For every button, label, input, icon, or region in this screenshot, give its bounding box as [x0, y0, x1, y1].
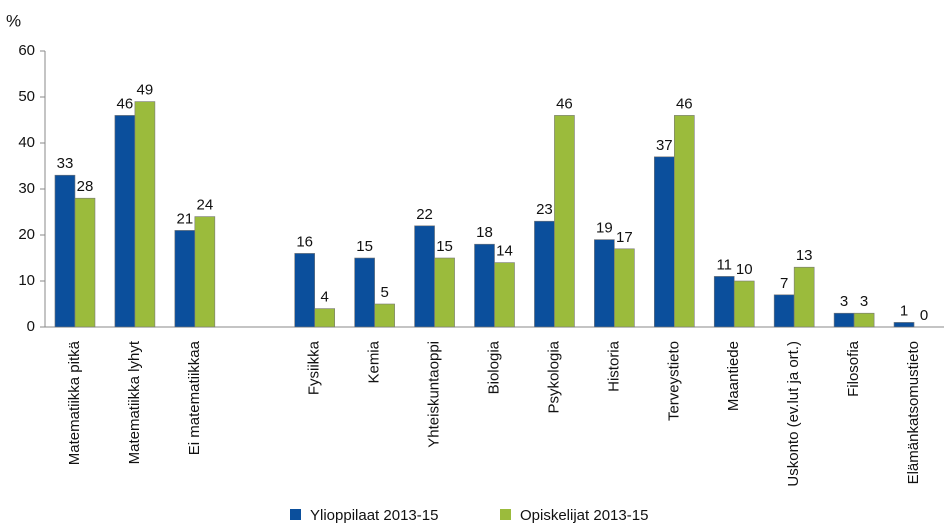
value-label: 17 — [616, 229, 633, 246]
x-tick-label: Fysiikka — [306, 340, 323, 395]
value-label: 5 — [380, 284, 388, 301]
value-label: 15 — [436, 238, 453, 255]
value-label: 7 — [780, 275, 788, 292]
value-label: 28 — [77, 178, 94, 195]
value-label: 14 — [496, 243, 513, 260]
value-label: 10 — [736, 261, 753, 278]
bar — [494, 262, 515, 328]
x-tick-label: Biologia — [485, 340, 502, 394]
legend-swatch — [500, 509, 511, 520]
bar — [74, 197, 96, 328]
x-tick-label: Uskonto (ev.lut ja ort.) — [785, 341, 802, 487]
x-tick-label: Kemia — [366, 340, 383, 383]
x-tick-label: Filosofia — [845, 340, 862, 397]
x-tick-label: Yhteiskuntaoppi — [426, 341, 443, 448]
y-tick-label: 20 — [18, 226, 35, 243]
value-label: 21 — [176, 210, 193, 227]
bar — [354, 257, 375, 328]
value-label: 23 — [536, 201, 553, 218]
value-label: 18 — [476, 224, 493, 241]
bar — [174, 230, 196, 328]
x-tick-label: Elämänkatsomustieto — [905, 341, 922, 484]
bar — [614, 248, 635, 328]
y-tick-label: 40 — [18, 134, 35, 151]
value-label: 33 — [57, 155, 74, 172]
x-tick-label: Terveystieto — [665, 341, 682, 421]
bar — [534, 220, 555, 328]
bar — [314, 308, 336, 328]
bar — [653, 156, 675, 328]
value-label: 49 — [137, 82, 154, 99]
value-label: 46 — [556, 95, 573, 112]
value-label: 37 — [656, 137, 673, 154]
bar — [733, 280, 755, 328]
value-label: 16 — [296, 233, 313, 250]
legend-label: Opiskelijat 2013-15 — [520, 507, 648, 524]
x-tick-label: Matematiikka pitkä — [66, 340, 83, 465]
bar — [713, 276, 735, 328]
legend-swatch — [290, 509, 301, 520]
value-label: 15 — [356, 238, 373, 255]
value-label: 1 — [900, 302, 908, 319]
y-tick-label: 0 — [27, 318, 35, 335]
value-label: 19 — [596, 220, 613, 237]
bar — [414, 225, 435, 328]
value-label: 4 — [321, 289, 329, 306]
value-label: 0 — [920, 307, 928, 324]
bar — [594, 239, 615, 328]
y-tick-label: 30 — [18, 180, 35, 197]
value-label: 46 — [117, 95, 134, 112]
y-unit: % — [6, 11, 21, 30]
x-tick-label: Psykologia — [545, 340, 562, 413]
x-tick-label: Ei matematiikkaa — [186, 340, 203, 455]
value-label: 13 — [796, 247, 813, 264]
bar — [853, 312, 875, 328]
value-label: 11 — [716, 256, 732, 273]
bar — [134, 101, 156, 328]
bar — [194, 216, 216, 328]
bar — [893, 322, 915, 328]
bar — [474, 243, 495, 328]
bar — [434, 257, 455, 328]
value-label: 3 — [860, 293, 868, 310]
y-tick-label: 60 — [18, 42, 35, 59]
value-label: 46 — [676, 95, 693, 112]
legend-label: Ylioppilaat 2013-15 — [310, 507, 438, 524]
bar — [114, 115, 136, 328]
bar — [554, 115, 575, 328]
y-tick-label: 10 — [18, 272, 35, 289]
value-label: 24 — [196, 197, 213, 214]
bar — [294, 253, 316, 328]
bar — [54, 174, 76, 328]
x-tick-label: Matematiikka lyhyt — [126, 340, 143, 464]
bar — [374, 303, 395, 328]
bar — [833, 312, 855, 328]
y-tick-label: 50 — [18, 88, 35, 105]
value-label: 3 — [840, 293, 848, 310]
value-label: 22 — [416, 206, 433, 223]
x-tick-label: Maantiede — [725, 341, 742, 411]
x-tick-label: Historia — [605, 340, 622, 392]
bar — [793, 266, 815, 328]
bar — [773, 294, 795, 328]
bar — [673, 115, 695, 328]
